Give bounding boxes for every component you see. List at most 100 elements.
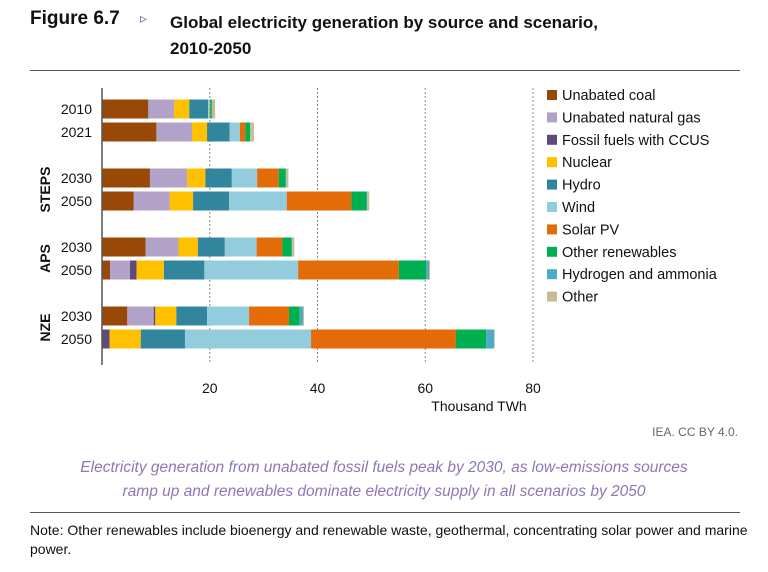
bar-segment-hydrogen-and-ammonia bbox=[426, 260, 430, 280]
bar-segment-unabated-coal bbox=[102, 191, 134, 211]
bar-segment-unabated-natural-gas bbox=[133, 191, 170, 211]
credit: IEA. CC BY 4.0. bbox=[652, 425, 738, 439]
bar-segment-solar-pv bbox=[209, 99, 211, 119]
figure-title: Global electricity generation by source … bbox=[170, 10, 598, 62]
bar-segment-unabated-natural-gas bbox=[127, 306, 154, 326]
bar-segment-other bbox=[250, 122, 254, 142]
bar-segment-other-renewables bbox=[398, 260, 427, 280]
bar-segment-hydro bbox=[205, 168, 232, 188]
bar-segment-nuclear bbox=[174, 99, 190, 119]
legend-label: Wind bbox=[562, 200, 595, 216]
bar-segment-hydrogen-and-ammonia bbox=[366, 191, 368, 211]
row-label: 2050 bbox=[61, 331, 92, 347]
row-label: 2050 bbox=[61, 193, 92, 209]
legend-label: Nuclear bbox=[562, 155, 612, 171]
bar-segment-other bbox=[367, 191, 370, 211]
bar-segment-other-renewables bbox=[245, 122, 251, 142]
legend-swatch bbox=[547, 157, 557, 168]
bar-segment-hydro bbox=[140, 329, 185, 349]
bar-segment-wind bbox=[224, 237, 257, 257]
x-axis-title: Thousand TWh bbox=[431, 398, 526, 414]
bar-segment-hydro bbox=[197, 237, 225, 257]
legend-label: Solar PV bbox=[562, 222, 620, 238]
bar-segment-nuclear bbox=[178, 237, 198, 257]
bar-segment-unabated-natural-gas bbox=[110, 260, 131, 280]
row-label: 2030 bbox=[61, 170, 92, 186]
legend-swatch bbox=[547, 224, 557, 235]
bar-segment-other-renewables bbox=[455, 329, 487, 349]
bar-segment-hydro bbox=[207, 122, 230, 142]
bar-segment-wind bbox=[208, 99, 210, 119]
legend-swatch bbox=[547, 134, 557, 145]
group-label: NZE bbox=[37, 314, 53, 342]
bar-segment-wind bbox=[231, 168, 258, 188]
bar-segment-nuclear bbox=[109, 329, 141, 349]
bar-segment-unabated-natural-gas bbox=[156, 122, 192, 142]
bar-segment-fossil-fuels-with-ccus bbox=[153, 306, 156, 326]
bar-segment-unabated-coal bbox=[102, 99, 149, 119]
legend-swatch bbox=[547, 112, 557, 123]
bar-segment-solar-pv bbox=[286, 191, 352, 211]
bar-segment-other bbox=[211, 99, 216, 119]
caption: Electricity generation from unabated fos… bbox=[0, 456, 768, 504]
bar-segment-unabated-natural-gas bbox=[148, 99, 175, 119]
x-tick-label: 80 bbox=[525, 380, 541, 396]
bar-segment-unabated-natural-gas bbox=[149, 168, 188, 188]
bar-segment-fossil-fuels-with-ccus bbox=[102, 329, 110, 349]
note: Note: Other renewables include bioenergy… bbox=[30, 522, 748, 557]
header-divider bbox=[30, 70, 740, 71]
bar-segment-other-renewables bbox=[278, 168, 286, 188]
figure-arrow-icon: ▹ bbox=[140, 10, 148, 26]
bar-segment-solar-pv bbox=[311, 329, 456, 349]
legend-label: Unabated coal bbox=[562, 88, 656, 104]
group-label: STEPS bbox=[37, 167, 53, 213]
title-line-1: Global electricity generation by source … bbox=[170, 13, 598, 32]
bar-segment-other bbox=[302, 306, 305, 326]
bar-segment-hydrogen-and-ammonia bbox=[285, 168, 287, 188]
bar-segment-hydro bbox=[193, 191, 230, 211]
bar-segment-hydro bbox=[176, 306, 208, 326]
row-label: 2050 bbox=[61, 262, 92, 278]
bar-segment-unabated-coal bbox=[102, 306, 128, 326]
legend-label: Other bbox=[562, 290, 598, 306]
bar-segment-unabated-natural-gas bbox=[145, 237, 179, 257]
bar-segment-nuclear bbox=[191, 122, 208, 142]
bar-segment-wind bbox=[184, 329, 312, 349]
row-label: 2021 bbox=[61, 124, 92, 140]
bar-segment-other bbox=[494, 329, 495, 349]
bar-segment-hydrogen-and-ammonia bbox=[299, 306, 303, 326]
bar-segment-wind bbox=[207, 306, 250, 326]
bar-segment-wind bbox=[229, 122, 240, 142]
bar-segment-solar-pv bbox=[256, 237, 283, 257]
legend-swatch bbox=[547, 246, 557, 257]
row-label: 2010 bbox=[61, 101, 92, 117]
legend-label: Fossil fuels with CCUS bbox=[562, 133, 709, 149]
legend-swatch bbox=[547, 202, 557, 212]
x-tick-label: 40 bbox=[310, 380, 326, 396]
bar-segment-wind bbox=[204, 260, 299, 280]
bar-segment-nuclear bbox=[136, 260, 164, 280]
bar-segment-solar-pv bbox=[249, 306, 289, 326]
legend-swatch bbox=[547, 291, 557, 302]
bar-segment-other bbox=[292, 237, 295, 257]
x-tick-label: 60 bbox=[417, 380, 433, 396]
row-label: 2030 bbox=[61, 308, 92, 324]
legend-label: Hydrogen and ammonia bbox=[562, 267, 718, 283]
bar-segment-hydro bbox=[163, 260, 205, 280]
bar-segment-other-renewables bbox=[288, 306, 300, 326]
title-line-2: 2010-2050 bbox=[170, 39, 252, 58]
bar-segment-other bbox=[286, 168, 289, 188]
note-divider bbox=[30, 512, 740, 513]
bar-segment-unabated-coal bbox=[102, 260, 111, 280]
row-label: 2030 bbox=[61, 239, 92, 255]
bar-segment-nuclear bbox=[169, 191, 194, 211]
bar-segment-other bbox=[429, 260, 431, 280]
legend-label: Unabated natural gas bbox=[562, 110, 701, 126]
caption-line-1: Electricity generation from unabated fos… bbox=[80, 459, 688, 476]
bar-segment-other-renewables bbox=[282, 237, 292, 257]
bar-segment-unabated-coal bbox=[102, 237, 146, 257]
caption-line-2: ramp up and renewables dominate electric… bbox=[122, 483, 646, 500]
bar-segment-hydrogen-and-ammonia bbox=[291, 237, 293, 257]
bar-segment-hydro bbox=[189, 99, 209, 119]
